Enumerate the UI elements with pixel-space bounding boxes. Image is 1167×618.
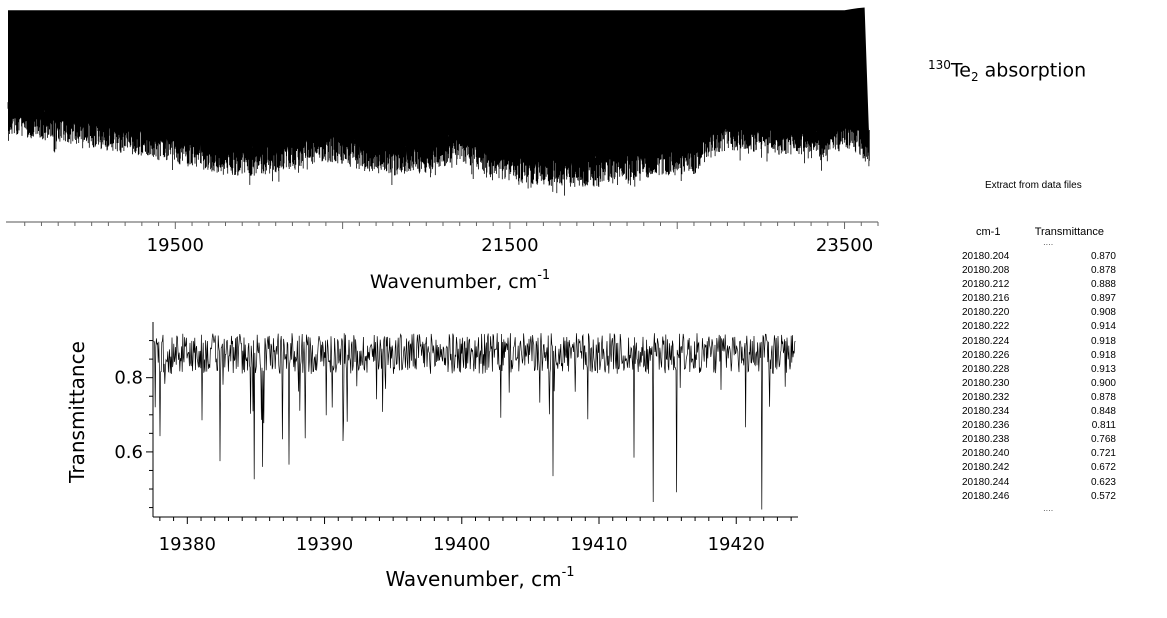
zoomed-x-tick-label: 19380 [159, 534, 216, 555]
cell-transmittance: 0.811 [1091, 420, 1116, 432]
table-row: 20180.234 0.848 [958, 405, 1118, 419]
cell-transmittance: 0.918 [1090, 335, 1116, 347]
overview-x-axis-title: Wavenumber, cm-1 [370, 268, 550, 293]
table-row: 20180.208 0.878 [958, 264, 1118, 278]
table-caption: Extract from data files [985, 180, 1082, 191]
cell-wavenumber: 20180.234 [962, 406, 1010, 418]
cell-transmittance: 0.848 [1090, 406, 1116, 418]
cell-transmittance: 0.672 [1090, 462, 1116, 474]
zoomed-x-tick-label: 19410 [570, 534, 627, 555]
cell-transmittance: 0.913 [1090, 363, 1116, 375]
cell-transmittance: 0.721 [1090, 448, 1116, 460]
cell-transmittance: 0.870 [1090, 251, 1116, 262]
cell-wavenumber: 20180.242 [962, 462, 1010, 474]
table-row: 20180.230 0.900 [958, 377, 1118, 391]
cell-transmittance: 0.908 [1090, 307, 1116, 319]
overview-x-tick-label: 21500 [481, 235, 538, 256]
table-row: 20180.246 0.572 [958, 490, 1118, 504]
cell-transmittance: 0.623 [1090, 476, 1116, 488]
overview-x-tick-label: 19500 [147, 235, 204, 256]
cell-wavenumber: 20180.246 [962, 490, 1010, 502]
table-row: 20180.226 0.918 [958, 349, 1118, 363]
cell-wavenumber: 20180.212 [962, 279, 1010, 291]
zoomed-x-tick-label: 19420 [708, 534, 765, 555]
overview-spectrum-trace [7, 7, 870, 196]
zoomed-x-axis-title: Wavenumber, cm-1 [385, 565, 574, 591]
cell-wavenumber: 20180.208 [962, 265, 1010, 277]
table-row: 20180.240 0.721 [958, 447, 1118, 461]
title-subscript: 2 [970, 70, 979, 85]
chart-title: 130Te2 absorption [928, 58, 1086, 84]
cell-wavenumber: 20180.244 [962, 476, 1010, 488]
zoomed-spectrum-trace [153, 333, 796, 510]
cell-transmittance: 0.572 [1090, 490, 1116, 502]
column-header-transmittance: Transmittance [1034, 226, 1104, 238]
table-row: 20180.220 0.908 [958, 306, 1118, 320]
data-table: cm-1 Transmittance …. 20180.204 0.870 2018… [958, 226, 1118, 516]
cell-wavenumber: 20180.220 [962, 307, 1010, 319]
cell-wavenumber: 20180.226 [962, 349, 1010, 361]
column-header-wavenumber: cm-1 [976, 226, 1001, 238]
cell-wavenumber: 20180.236 [962, 420, 1010, 432]
overview-band [8, 7, 870, 171]
title-rest: absorption [978, 59, 1087, 82]
title-isotope: 130 [928, 58, 951, 72]
zoomed-x-tick-label: 19390 [296, 534, 353, 555]
table-row: 20180.238 0.768 [958, 433, 1118, 447]
cell-wavenumber: 20180.216 [962, 293, 1010, 305]
table-ellipsis-bottom: …. [1042, 503, 1054, 513]
cell-transmittance: 0.918 [1090, 349, 1116, 361]
cell-wavenumber: 20180.238 [962, 434, 1010, 446]
cell-wavenumber: 20180.222 [962, 321, 1010, 333]
table-row: 20180.204 0.870 [958, 250, 1118, 264]
cell-wavenumber: 20180.228 [962, 363, 1010, 375]
cell-transmittance: 0.888 [1090, 279, 1116, 291]
table-row: 20180.242 0.672 [958, 461, 1118, 475]
cell-transmittance: 0.878 [1090, 391, 1116, 403]
overview-x-axis [6, 221, 879, 229]
zoomed-x-axis-title-sup: -1 [562, 565, 575, 580]
zoomed-trace-line [153, 333, 796, 510]
overview-x-tick-labels: 19500 21500 23500 [147, 235, 873, 256]
table-row: 20180.222 0.914 [958, 320, 1118, 334]
cell-wavenumber: 20180.224 [962, 335, 1010, 347]
cell-wavenumber: 20180.230 [962, 377, 1010, 389]
table-ellipsis-top: …. [1042, 238, 1054, 247]
cell-transmittance: 0.897 [1090, 293, 1116, 305]
cell-transmittance: 0.878 [1090, 265, 1116, 277]
table-row: 20180.228 0.913 [958, 363, 1118, 377]
table-row: 20180.224 0.918 [958, 335, 1118, 349]
zoomed-axes [146, 322, 798, 524]
overview-x-tick-label: 23500 [816, 235, 873, 256]
cell-wavenumber: 20180.232 [962, 391, 1010, 403]
table-row: 20180.212 0.888 [958, 278, 1118, 292]
zoomed-y-axis-title: Transmittance [65, 341, 89, 484]
cell-wavenumber: 20180.204 [962, 251, 1010, 262]
cell-transmittance: 0.914 [1090, 321, 1116, 333]
title-element: Te [950, 59, 971, 82]
zoomed-spectrum-chart: 19380 19390 19400 19410 19420 0.6 0.8 Transmi… [65, 322, 798, 591]
table-header: cm-1 Transmittance [958, 226, 1118, 238]
table-row: 20180.244 0.623 [958, 476, 1118, 490]
cell-transmittance: 0.900 [1090, 377, 1116, 389]
cell-transmittance: 0.768 [1090, 434, 1116, 446]
zoomed-y-tick-labels: 0.6 0.8 [114, 368, 143, 463]
zoomed-y-tick-label: 0.8 [114, 368, 143, 389]
table-row: 20180.236 0.811 [958, 419, 1118, 433]
overview-spectrum-chart: 19500 21500 23500 Wavenumber, cm-1 [6, 7, 879, 293]
overview-spikes [7, 96, 870, 196]
table-rows: 20180.204 0.870 20180.208 0.878 20180.212 0.8… [958, 250, 1118, 504]
table-row: 20180.216 0.897 [958, 292, 1118, 306]
cell-wavenumber: 20180.240 [962, 448, 1010, 460]
zoomed-x-tick-labels: 19380 19390 19400 19410 19420 [159, 534, 765, 555]
zoomed-x-tick-label: 19400 [433, 534, 490, 555]
table-row: 20180.232 0.878 [958, 391, 1118, 405]
overview-x-axis-title-sup: -1 [537, 268, 550, 283]
zoomed-y-tick-label: 0.6 [114, 442, 143, 463]
